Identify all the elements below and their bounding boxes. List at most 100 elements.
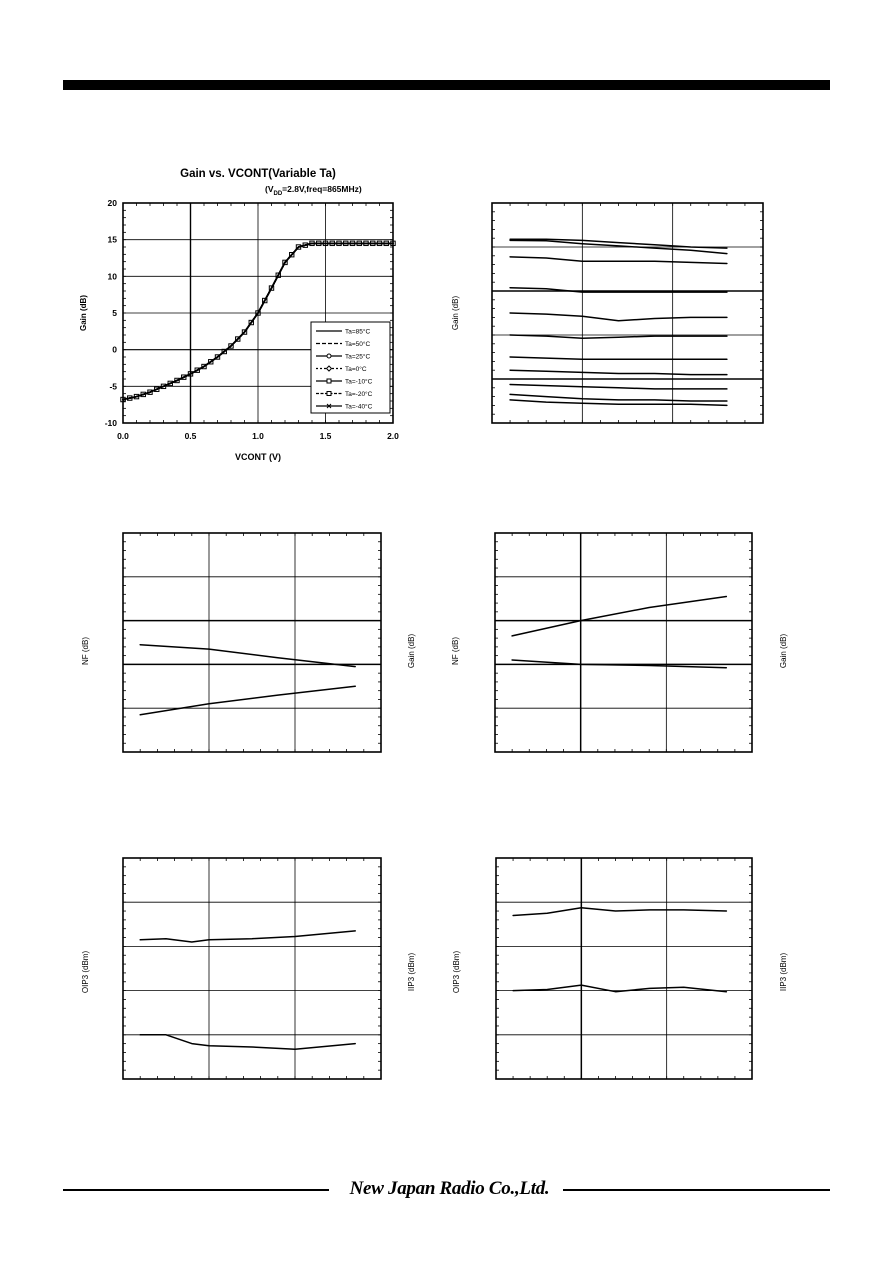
data-point-marker: [160, 383, 167, 390]
x-axis-label: VCONT (V): [235, 452, 281, 462]
data-point-marker: [214, 354, 221, 360]
y-tick-label: 5: [112, 308, 117, 318]
series-line: [509, 334, 728, 340]
plot-frame: [122, 532, 382, 753]
plot-frame: [494, 532, 753, 753]
series-line: [139, 643, 356, 668]
plot-frame: [491, 202, 764, 424]
legend-marker: [326, 403, 332, 409]
data-point-marker: [343, 240, 349, 247]
data-point-marker: [356, 240, 362, 247]
data-point-marker: [167, 380, 173, 387]
legend-marker: [326, 391, 332, 396]
data-point-marker: [336, 240, 342, 247]
plot-frame: [122, 857, 382, 1080]
plot-area: [496, 858, 752, 1079]
legend-entry: Ta=25°C: [345, 353, 370, 361]
legend-marker: [326, 353, 332, 359]
chart-subtitle: (VDD=2.8V,freq=865MHz): [265, 184, 362, 197]
series-line: [512, 984, 728, 993]
y2-axis-label: IIP3 (dBm): [407, 953, 416, 992]
y2-axis-label: IIP3 (dBm): [779, 953, 788, 992]
y-axis-label: NF (dB): [451, 637, 460, 665]
y-tick-label: 0: [112, 345, 117, 355]
data-point-marker: [241, 329, 248, 335]
footer-rule-right: [563, 1189, 830, 1191]
series-line: [509, 312, 728, 322]
series-line: [509, 256, 728, 265]
data-point-marker: [262, 297, 268, 304]
data-point-marker: [187, 371, 194, 377]
x-tick-label: 1.5: [320, 431, 332, 441]
x-tick-label: 1.0: [252, 431, 264, 441]
y-axis-label: Gain (dB): [79, 295, 88, 331]
data-point-marker: [289, 252, 295, 258]
data-point-marker: [201, 363, 207, 370]
data-point-marker: [282, 259, 288, 266]
legend-entry: Ta=50°C: [345, 340, 370, 348]
y2-axis-label: Gain (dB): [779, 634, 788, 669]
plot-area: [495, 533, 752, 752]
data-point-marker: [363, 240, 369, 247]
legend-entry: Ta=0°C: [345, 365, 367, 373]
legend-entry: Ta=-20°C: [345, 390, 373, 398]
series-line: [509, 383, 728, 390]
data-point-marker: [275, 272, 281, 278]
series-line: [509, 356, 728, 360]
y-axis-label: OIP3 (dBm): [452, 951, 461, 994]
series-line: [139, 685, 356, 716]
data-point-marker: [268, 285, 275, 291]
y2-axis-label: Gain (dB): [407, 634, 416, 669]
plot-area: [123, 533, 381, 752]
series-line: [509, 399, 728, 407]
legend-marker: [326, 378, 332, 384]
data-point-marker: [127, 395, 133, 401]
data-point-marker: [295, 244, 302, 250]
series-line: [512, 906, 728, 917]
data-point-marker: [255, 310, 261, 316]
data-point-marker: [208, 359, 214, 365]
data-point-marker: [221, 348, 227, 355]
data-point-marker: [349, 240, 356, 247]
data-point-marker: [370, 240, 376, 247]
plot-frame: [495, 857, 753, 1080]
legend-entry: Ta=-40°C: [345, 403, 373, 411]
data-point-marker: [329, 240, 335, 247]
data-point-marker: [302, 242, 308, 248]
y-axis-label: NF (dB): [81, 637, 90, 665]
y-tick-label: 10: [108, 271, 118, 281]
legend-entry: Ta=-10°C: [345, 378, 373, 386]
data-point-marker: [154, 386, 160, 392]
y-tick-label: -10: [105, 418, 118, 428]
data-point-marker: [376, 240, 383, 247]
series-line: [509, 238, 728, 249]
chart-5: OIP3 (dBm) IIP3 (dBm): [81, 857, 416, 1080]
series-line: [509, 393, 728, 402]
data-point-marker: [383, 240, 389, 247]
data-point-marker: [235, 336, 241, 342]
series-line: [509, 369, 728, 376]
data-point-marker: [147, 389, 153, 395]
series-line: [139, 1034, 356, 1050]
data-point-marker: [174, 377, 180, 384]
footer-brand: New Japan Radio Co.,Ltd.: [349, 1178, 550, 1199]
series-line: [509, 239, 728, 255]
series-line: [511, 595, 728, 637]
series-line: [139, 930, 356, 943]
series-line: [509, 286, 728, 293]
plot-frame: [122, 202, 394, 424]
data-point-marker: [228, 343, 234, 349]
header-bar: [63, 80, 830, 90]
chart-3: NF (dB) Gain (dB): [81, 532, 416, 753]
legend-box: [310, 321, 391, 414]
series-line: [511, 659, 728, 669]
chart-6: OIP3 (dBm) IIP3 (dBm): [452, 857, 788, 1080]
chart-title: Gain vs. VCONT(Variable Ta): [180, 168, 336, 180]
data-point-marker: [316, 240, 322, 247]
y-tick-label: 20: [108, 198, 118, 208]
footer-rule-left: [63, 1189, 329, 1191]
data-point-marker: [322, 240, 329, 247]
y-axis-label: OIP3 (dBm): [81, 951, 90, 994]
y-tick-label: -5: [109, 381, 117, 391]
